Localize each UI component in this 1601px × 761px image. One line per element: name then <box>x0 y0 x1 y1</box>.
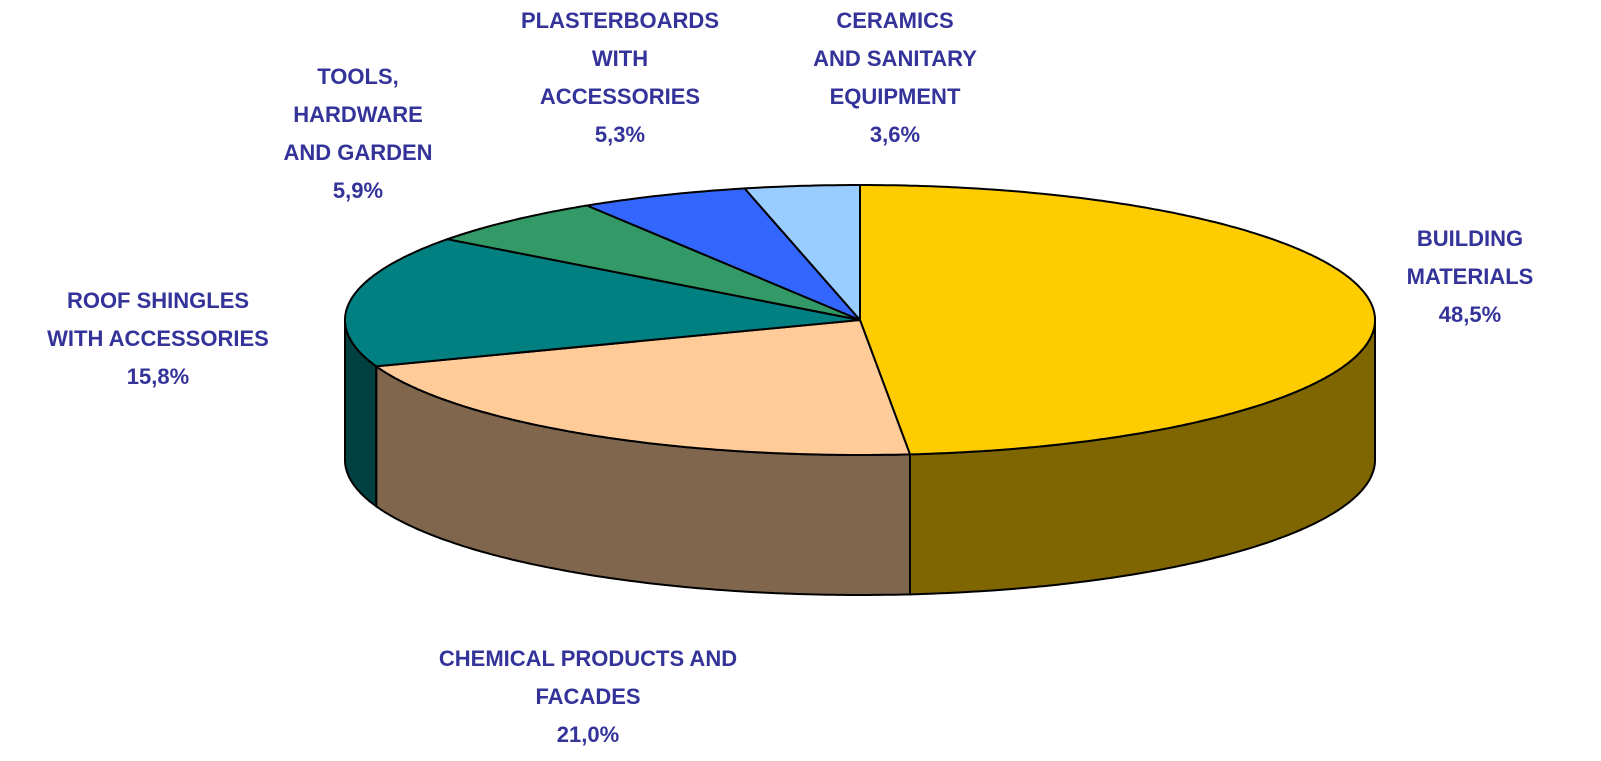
category-label: CERAMICS AND SANITARY EQUIPMENT <box>813 8 977 109</box>
category-label: TOOLS, HARDWARE AND GARDEN <box>283 64 432 165</box>
label-line: CERAMICS <box>836 8 953 33</box>
label-line: HARDWARE <box>293 102 423 127</box>
slice <box>344 238 861 368</box>
label-line: CHEMICAL PRODUCTS AND <box>439 646 737 671</box>
label-line: EQUIPMENT <box>830 84 961 109</box>
slice-label: ROOF SHINGLES WITH ACCESSORIES 15,8% <box>47 288 269 389</box>
slice <box>859 184 1376 456</box>
value-label: 5,3% <box>595 122 645 147</box>
category-label: CHEMICAL PRODUCTS AND FACADES <box>439 646 737 709</box>
label-line: ROOF SHINGLES <box>67 288 249 313</box>
slice-label: PLASTERBOARDS WITH ACCESSORIES 5,3% <box>521 8 719 147</box>
slice-label: CHEMICAL PRODUCTS AND FACADES 21,0% <box>439 646 737 747</box>
category-label: ROOF SHINGLES WITH ACCESSORIES <box>47 288 269 351</box>
slice-label: CERAMICS AND SANITARY EQUIPMENT 3,6% <box>813 8 977 147</box>
label-line: BUILDING <box>1417 226 1523 251</box>
label-line: WITH <box>592 46 648 71</box>
label-line: WITH ACCESSORIES <box>47 326 269 351</box>
label-line: AND SANITARY <box>813 46 977 71</box>
label-line: PLASTERBOARDS <box>521 8 719 33</box>
value-label: 5,9% <box>333 178 383 203</box>
value-label: 21,0% <box>557 722 619 747</box>
label-line: FACADES <box>535 684 640 709</box>
category-label: BUILDING MATERIALS <box>1407 226 1534 289</box>
slice <box>583 187 861 321</box>
label-line: MATERIALS <box>1407 264 1534 289</box>
label-line: AND GARDEN <box>283 140 432 165</box>
value-label: 3,6% <box>870 122 920 147</box>
category-label: PLASTERBOARDS WITH ACCESSORIES <box>521 8 719 109</box>
label-line: ACCESSORIES <box>540 84 700 109</box>
slice <box>443 204 861 321</box>
slice-label: TOOLS, HARDWARE AND GARDEN 5,9% <box>283 64 432 203</box>
slice <box>742 184 861 323</box>
slice-label: BUILDING MATERIALS 48,5% <box>1407 226 1534 327</box>
value-label: 48,5% <box>1439 302 1501 327</box>
value-label: 15,8% <box>127 364 189 389</box>
label-line: TOOLS, <box>317 64 399 89</box>
